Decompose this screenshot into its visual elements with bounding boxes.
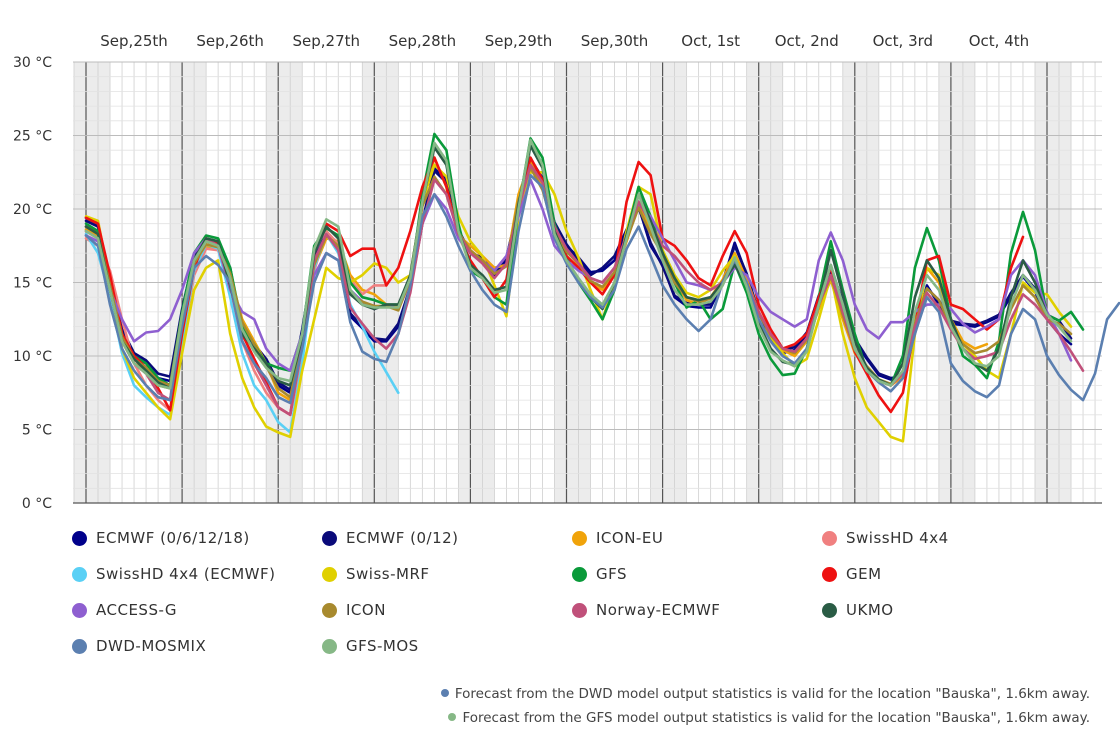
- y-tick-label: 25 °C: [13, 129, 52, 145]
- legend-swatch: [822, 530, 837, 546]
- legend-swatch: [822, 602, 837, 618]
- day-label: Sep,28th: [389, 32, 457, 50]
- legend-item[interactable]: SwissHD 4x4: [822, 527, 949, 549]
- day-label: Oct, 3rd: [873, 32, 933, 50]
- day-label: Sep,27th: [292, 32, 360, 50]
- legend-label: ACCESS-G: [96, 601, 178, 619]
- legend-swatch: [572, 602, 587, 618]
- legend-item[interactable]: ECMWF (0/6/12/18): [72, 527, 250, 549]
- y-tick-label: 10 °C: [13, 349, 52, 365]
- series-lines: [84, 132, 1120, 443]
- series-line: [84, 178, 1073, 372]
- legend-label: GFS-MOS: [346, 637, 419, 655]
- y-axis-labels: 0 °C 5 °C 10 °C 15 °C 20 °C 25 °C 30 °C: [13, 55, 52, 512]
- legend-label: GEM: [846, 565, 882, 583]
- legend-label: SwissHD 4x4 (ECMWF): [96, 565, 276, 583]
- legend-swatch: [322, 566, 337, 582]
- day-label: Oct, 1st: [681, 32, 740, 50]
- dwd-note-text: Forecast from the DWD model output stati…: [454, 686, 1090, 702]
- y-tick-label: 20 °C: [13, 202, 52, 218]
- legend-item[interactable]: GFS-MOS: [322, 635, 419, 657]
- legend-swatch: [72, 638, 87, 654]
- footnotes: Forecast from the DWD model output stati…: [440, 682, 1090, 730]
- legend-item[interactable]: ACCESS-G: [72, 599, 177, 621]
- legend-item[interactable]: Swiss-MRF: [322, 563, 430, 585]
- legend-swatch: [322, 638, 337, 654]
- dwd-note-dot: [440, 689, 449, 697]
- dwd-note: Forecast from the DWD model output stati…: [440, 682, 1090, 706]
- legend-label: Norway-ECMWF: [596, 601, 721, 619]
- y-tick-label: 30 °C: [13, 55, 52, 71]
- legend-item[interactable]: ICON-EU: [572, 527, 663, 549]
- legend-swatch: [572, 566, 587, 582]
- legend-swatch: [322, 530, 337, 546]
- gfs-note-dot: [448, 713, 457, 721]
- legend-label: Swiss-MRF: [346, 565, 430, 583]
- legend-item[interactable]: GFS: [572, 563, 627, 585]
- legend-item[interactable]: Norway-ECMWF: [572, 599, 720, 621]
- legend-item[interactable]: GEM: [822, 563, 882, 585]
- y-tick-label: 15 °C: [13, 276, 52, 292]
- day-label: Oct, 2nd: [775, 32, 839, 50]
- legend-item[interactable]: DWD-MOSMIX: [72, 635, 206, 657]
- day-label: Sep,25th: [100, 32, 168, 50]
- legend-label: GFS: [596, 565, 628, 583]
- y-tick-label: 0 °C: [22, 496, 52, 512]
- legend-label: ECMWF (0/12): [346, 529, 459, 547]
- legend-swatch: [322, 602, 337, 618]
- series-line: [84, 138, 1073, 390]
- gfs-note: Forecast from the GFS model output stati…: [441, 706, 1090, 730]
- day-label: Sep,26th: [196, 32, 264, 50]
- legend-item[interactable]: ECMWF (0/12): [322, 527, 459, 549]
- legend-label: ICON: [346, 601, 386, 619]
- day-label: Sep,29th: [485, 32, 553, 50]
- legend-swatch: [72, 530, 87, 546]
- day-label: Sep,30th: [581, 32, 649, 50]
- series-line: [84, 163, 1073, 443]
- legend-item[interactable]: ICON: [322, 599, 386, 621]
- series-line: [84, 173, 1120, 405]
- legend-label: UKMO: [846, 601, 894, 619]
- legend-swatch: [572, 530, 587, 546]
- legend-item[interactable]: SwissHD 4x4 (ECMWF): [72, 563, 275, 585]
- legend-label: ECMWF (0/6/12/18): [96, 529, 250, 547]
- gfs-note-text: Forecast from the GFS model output stati…: [462, 710, 1090, 726]
- y-tick-label: 5 °C: [22, 423, 52, 439]
- legend-swatch: [822, 566, 837, 582]
- x-axis-day-labels: Sep,25th Sep,26th Sep,27th Sep,28th Sep,29th…: [100, 32, 1029, 50]
- legend-label: DWD-MOSMIX: [96, 637, 207, 655]
- legend-label: ICON-EU: [596, 529, 664, 547]
- legend-item[interactable]: UKMO: [822, 599, 894, 621]
- legend-swatch: [72, 566, 87, 582]
- day-label: Oct, 4th: [969, 32, 1029, 50]
- legend-label: SwissHD 4x4: [846, 529, 949, 547]
- legend-swatch: [72, 602, 87, 618]
